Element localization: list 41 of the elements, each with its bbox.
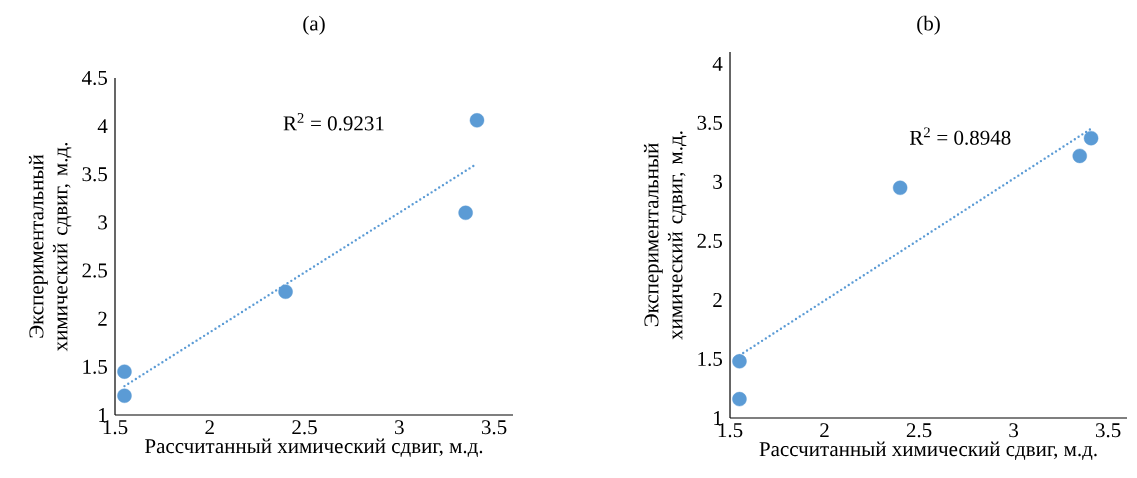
annotation: R$^{2}$ = 0.9231 — [283, 113, 384, 131]
x-tick-label: 3.5 — [481, 420, 507, 435]
y-tick-label: 2.5 — [82, 263, 107, 278]
y-tick-label: 1 — [99, 408, 107, 422]
point — [458, 205, 473, 220]
y-tick-label: 2.5 — [697, 233, 722, 248]
y-tick-label: 3 — [713, 174, 722, 189]
y-tick-label: 1.5 — [698, 351, 722, 367]
y-tick-label: 3 — [98, 215, 107, 230]
x-tick-label: 2 — [205, 420, 214, 435]
point — [732, 391, 747, 407]
point — [1083, 130, 1099, 146]
y-tick-label: 3.5 — [697, 115, 722, 130]
y-tick-label: 4.5 — [81, 70, 107, 86]
chart-title: (b) — [917, 15, 940, 35]
x-tick-label: 3.5 — [1095, 423, 1121, 438]
x-axis-title: Рассчитанный химический сдвиг, м.д. — [759, 441, 1097, 461]
y-axis-title: Экспериментальный химический сдвиг, м.д. — [643, 131, 687, 340]
point — [892, 180, 908, 195]
point — [117, 364, 132, 379]
x-axis-title: Рассчитанный химический сдвиг, м.д. — [145, 438, 483, 458]
y-tick-label: 4 — [712, 56, 723, 71]
y-tick-label: 4 — [97, 119, 108, 134]
x-tick-label: 2.5 — [906, 423, 932, 438]
annotation: R$^{2}$ = 0.8948 — [909, 127, 1011, 145]
point — [732, 354, 747, 369]
x-tick-label: 3 — [395, 420, 404, 435]
y-axis-title: Экспериментальный химический сдвиг, м.д. — [28, 143, 72, 352]
x-tick-label: 2 — [820, 423, 829, 438]
y-tick-label: 2 — [98, 311, 107, 326]
y-tick-label: 1.5 — [83, 359, 107, 374]
y-tick-label: 1 — [714, 411, 722, 425]
point — [469, 113, 485, 128]
x-tick-label: 2.5 — [292, 420, 317, 435]
point — [278, 284, 293, 299]
point — [1072, 148, 1087, 164]
y-tick-label: 3.5 — [82, 167, 107, 182]
chart-title: (a) — [303, 15, 325, 35]
y-tick-label: 2 — [713, 292, 722, 307]
x-tick-label: 3 — [1009, 423, 1019, 438]
point — [117, 388, 132, 403]
